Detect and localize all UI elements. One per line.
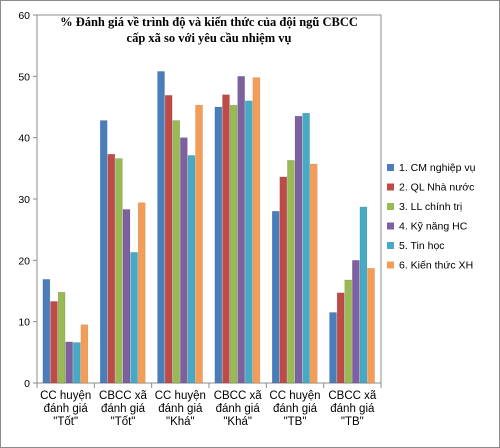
legend-swatch [387,222,394,230]
x-category-label: "TB" [284,416,307,428]
legend-swatch [387,203,394,210]
legend-label: 3. LL chính trị [399,201,462,213]
chart-title: % Đánh giá về trình độ và kiến thức của … [60,15,358,45]
legend-swatch [387,242,394,249]
x-category-label: đánh giá [216,403,261,415]
bar [172,120,180,384]
bar [336,292,345,384]
x-category-label: CBCC xã [99,390,148,402]
bar [222,94,230,384]
bar [329,312,337,384]
bar [57,291,66,384]
bar [287,160,295,384]
bar [50,301,58,384]
y-tick-label: 50 [18,71,30,83]
y-tick-label: 10 [18,317,30,329]
bar [279,176,288,384]
x-category-label: "Tốt" [111,416,136,428]
legend-label: 4. Kỹ năng HC [399,221,468,233]
x-category-label: đánh giá [330,403,375,415]
bar [302,112,310,384]
y-tick-label: 0 [24,378,30,390]
bar [245,100,253,384]
legend-swatch [387,164,394,171]
bar [107,153,116,384]
bar [99,120,108,384]
x-category-label: "Khá" [223,416,252,428]
bar [164,95,173,384]
x-category-label: "Khá" [166,416,195,428]
bar [122,209,131,384]
legend-label: 2. QL Nhà nước [399,182,474,194]
y-tick-label: 40 [18,133,30,145]
bar [180,137,188,384]
bar [187,155,196,384]
bar [344,279,352,384]
chart-title-line: % Đánh giá về trình độ và kiến thức của … [60,15,358,29]
y-tick-label: 20 [18,255,30,267]
x-category-label: CC huyện [269,390,320,402]
bar [157,71,165,384]
bar [309,163,318,384]
bar [130,252,138,384]
y-tick-label: 60 [18,10,30,22]
legend-swatch [387,261,394,269]
bar [137,202,146,384]
bar [73,342,81,384]
legend-label: 6. Kiến thức XH [399,260,473,272]
bar [80,324,89,384]
bar [367,268,375,384]
bar [294,115,303,384]
bar-series-group [42,71,375,384]
y-tick-label: 30 [18,194,30,206]
bar [214,106,223,384]
bar [359,206,368,384]
legend-label: 1. CM nghiệp vụ [399,162,476,174]
legend-swatch [387,183,394,191]
bar [115,158,123,384]
x-category-label: "Tốt" [53,416,78,428]
x-category-label: đánh giá [44,403,89,415]
x-category-label: CC huyện [155,390,206,402]
legend-label: 5. Tin học [399,240,445,252]
x-category-label: "TB" [341,416,364,428]
x-category-label: CBCC xã [214,390,263,402]
x-category-label: đánh giá [273,403,318,415]
bar [252,77,261,384]
chart-title-line: cấp xã so với yêu cầu nhiệm vụ [127,31,292,45]
bar [42,279,51,384]
x-category-label: đánh giá [158,403,203,415]
y-axis: 0 10 20 30 40 50 60 [18,10,37,390]
bar [65,341,73,384]
x-category-label: CBCC xã [328,390,377,402]
x-category-label: đánh giá [101,403,146,415]
bar [195,104,203,384]
bar [352,260,360,384]
bar [271,211,280,384]
legend: 1. CM nghiệp vụ 2. QL Nhà nước 3. LL chính… [387,162,476,272]
x-category-label: CC huyện [40,390,91,402]
bar [237,76,245,384]
bar [229,104,238,384]
